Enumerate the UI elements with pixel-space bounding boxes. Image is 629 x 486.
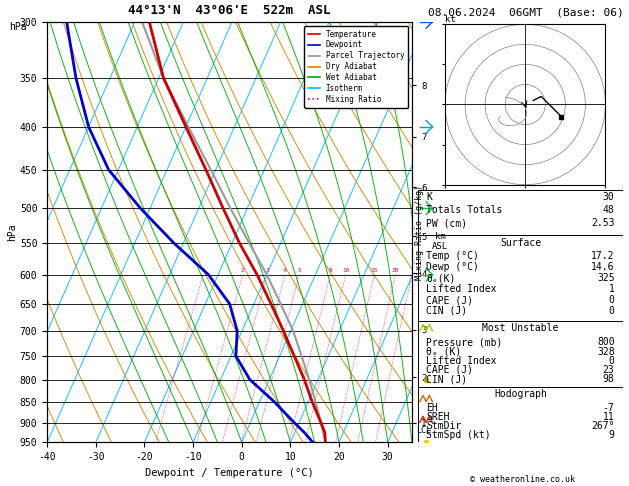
Text: Most Unstable: Most Unstable [482,324,559,333]
Text: 11: 11 [603,412,615,422]
Text: 267°: 267° [591,421,615,431]
Text: θₑ(K): θₑ(K) [426,273,456,283]
Legend: Temperature, Dewpoint, Parcel Trajectory, Dry Adiabat, Wet Adiabat, Isotherm, Mi: Temperature, Dewpoint, Parcel Trajectory… [304,26,408,108]
Text: K: K [426,192,432,202]
Text: 2: 2 [241,268,245,273]
Text: 2.53: 2.53 [591,218,615,228]
Text: 20: 20 [392,268,399,273]
Text: 30: 30 [603,192,615,202]
Text: SREH: SREH [426,412,450,422]
Text: StmDir: StmDir [426,421,462,431]
Text: 328: 328 [597,347,615,357]
Text: 08.06.2024  06GMT  (Base: 06): 08.06.2024 06GMT (Base: 06) [428,7,623,17]
Text: Lifted Index: Lifted Index [426,356,497,366]
Text: 98: 98 [603,374,615,384]
Text: © weatheronline.co.uk: © weatheronline.co.uk [470,474,574,484]
Text: kt: kt [445,15,456,23]
Text: CAPE (J): CAPE (J) [426,365,474,375]
Text: 17.2: 17.2 [591,251,615,261]
Text: 48: 48 [603,205,615,215]
Text: Dewp (°C): Dewp (°C) [426,262,479,272]
Text: 0: 0 [609,295,615,305]
Text: -7: -7 [603,403,615,413]
Text: 10: 10 [342,268,350,273]
Text: 9: 9 [609,430,615,440]
Text: 0: 0 [609,306,615,316]
Text: 8: 8 [328,268,332,273]
Text: 23: 23 [603,365,615,375]
X-axis label: Dewpoint / Temperature (°C): Dewpoint / Temperature (°C) [145,468,314,478]
Text: 1: 1 [201,268,205,273]
Y-axis label: km
ASL: km ASL [432,232,448,251]
Text: 0: 0 [609,356,615,366]
Text: hPa: hPa [9,22,27,32]
Text: PW (cm): PW (cm) [426,218,467,228]
Text: 800: 800 [597,337,615,347]
Text: Hodograph: Hodograph [494,389,547,399]
Text: Temp (°C): Temp (°C) [426,251,479,261]
Text: LCL: LCL [416,426,431,435]
Text: 325: 325 [597,273,615,283]
Text: CIN (J): CIN (J) [426,374,467,384]
Text: 3: 3 [265,268,269,273]
Text: 15: 15 [370,268,378,273]
Text: θₑ (K): θₑ (K) [426,347,462,357]
Text: CIN (J): CIN (J) [426,306,467,316]
Text: 14.6: 14.6 [591,262,615,272]
Text: StmSpd (kt): StmSpd (kt) [426,430,491,440]
Text: 1: 1 [609,284,615,294]
Text: Mixing Ratio (g/kg): Mixing Ratio (g/kg) [415,185,424,279]
Text: 44°13'N  43°06'E  522m  ASL: 44°13'N 43°06'E 522m ASL [128,4,331,17]
Text: 5: 5 [298,268,301,273]
Text: Surface: Surface [500,238,541,247]
Text: CAPE (J): CAPE (J) [426,295,474,305]
Text: Lifted Index: Lifted Index [426,284,497,294]
Text: Pressure (mb): Pressure (mb) [426,337,503,347]
Text: Totals Totals: Totals Totals [426,205,503,215]
Text: 4: 4 [283,268,287,273]
Y-axis label: hPa: hPa [7,223,17,241]
Text: EH: EH [426,403,438,413]
